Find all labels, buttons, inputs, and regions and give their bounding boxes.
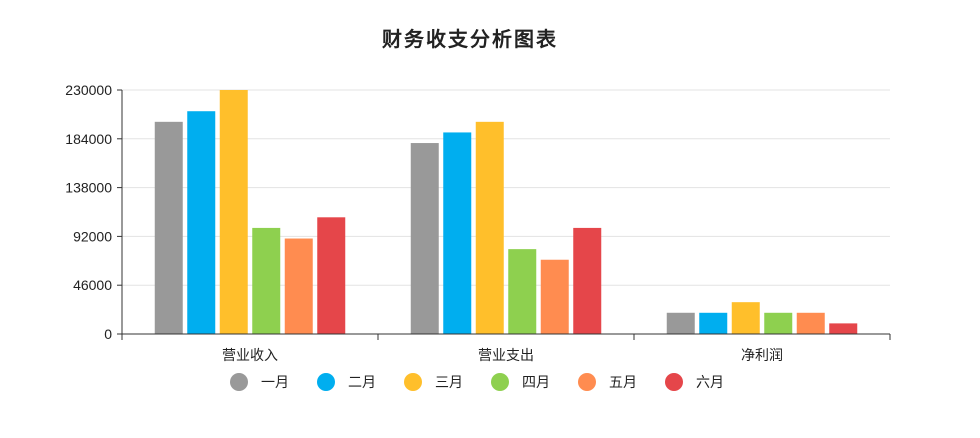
y-tick-label: 46000	[73, 277, 112, 293]
legend-swatch	[404, 373, 422, 391]
bar-三月-净利润[interactable]	[731, 302, 760, 334]
legend-item-四月[interactable]: 四月	[491, 373, 550, 391]
bars	[154, 90, 858, 335]
legend-item-一月[interactable]: 一月	[230, 373, 289, 391]
axes: 0 46000 92000 138000 184000 230000 营业收入 营业支出 净利润	[65, 82, 891, 364]
legend-label: 三月	[435, 375, 463, 391]
legend-item-六月[interactable]: 六月	[665, 373, 724, 391]
legend-item-三月[interactable]: 三月	[404, 373, 463, 391]
legend-item-二月[interactable]: 二月	[317, 373, 376, 391]
x-category-label: 营业支出	[478, 348, 534, 364]
legend-label: 一月	[261, 375, 289, 391]
bar-四月-营业支出[interactable]	[508, 249, 537, 334]
bar-三月-营业收入[interactable]	[219, 90, 248, 334]
legend-label: 五月	[609, 375, 637, 391]
bar-四月-营业收入[interactable]	[252, 227, 281, 334]
y-tick-label: 230000	[65, 82, 112, 98]
y-tick-label: 92000	[73, 228, 112, 244]
bar-五月-营业收入[interactable]	[284, 238, 313, 334]
legend-swatch	[491, 373, 509, 391]
legend-item-五月[interactable]: 五月	[578, 373, 637, 391]
bar-五月-净利润[interactable]	[796, 312, 825, 334]
legend-swatch	[578, 373, 596, 391]
legend-label: 二月	[348, 375, 376, 391]
legend-swatch	[665, 373, 683, 391]
bar-一月-营业支出[interactable]	[410, 143, 439, 334]
gridlines	[122, 89, 890, 286]
bar-二月-营业收入[interactable]	[187, 111, 216, 334]
y-tick-label: 184000	[65, 131, 112, 147]
bar-六月-营业支出[interactable]	[573, 227, 602, 334]
y-tick-label: 138000	[65, 180, 112, 196]
bar-二月-净利润[interactable]	[699, 312, 728, 334]
chart-title: 财务收支分析图表	[382, 27, 558, 51]
bar-一月-净利润[interactable]	[666, 312, 695, 334]
x-category-label: 净利润	[741, 348, 783, 364]
bar-四月-净利润[interactable]	[764, 312, 793, 334]
legend-swatch	[317, 373, 335, 391]
bar-五月-营业支出[interactable]	[540, 259, 569, 334]
legend-swatch	[230, 373, 248, 391]
bar-六月-营业收入[interactable]	[317, 217, 346, 334]
y-tick-label: 0	[104, 326, 112, 342]
x-category-label: 营业收入	[222, 348, 278, 364]
legend-label: 六月	[696, 375, 724, 391]
bar-三月-营业支出[interactable]	[475, 121, 504, 335]
legend-label: 四月	[522, 375, 550, 391]
legend[interactable]: 一月 二月 三月 四月 五月 六月	[230, 373, 724, 391]
bar-二月-营业支出[interactable]	[443, 132, 472, 334]
bar-六月-净利润[interactable]	[829, 323, 858, 334]
bar-一月-营业收入[interactable]	[154, 121, 183, 335]
